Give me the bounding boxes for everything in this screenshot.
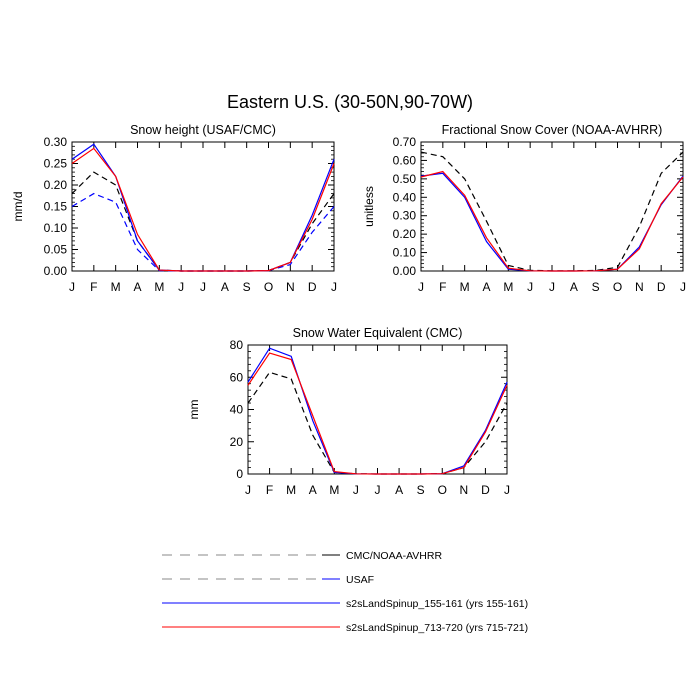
x-tick-label: D — [657, 280, 666, 294]
x-tick-label: J — [353, 483, 359, 497]
x-tick-label: M — [154, 280, 164, 294]
legend-item: s2sLandSpinup_713-720 (yrs 715-721) — [162, 622, 528, 634]
x-tick-label: M — [111, 280, 121, 294]
y-tick-label: 0.60 — [393, 153, 417, 167]
panel-title: Fractional Snow Cover (NOAA-AVHRR) — [442, 123, 663, 137]
x-tick-label: A — [133, 280, 141, 294]
x-tick-label: J — [69, 280, 75, 294]
y-tick-label: 40 — [230, 403, 244, 417]
x-tick-label: M — [503, 280, 513, 294]
y-tick-label: 0.10 — [393, 246, 417, 260]
y-tick-label: 0.00 — [44, 264, 68, 278]
x-tick-label: J — [418, 280, 424, 294]
x-tick-label: A — [221, 280, 229, 294]
x-tick-label: O — [613, 280, 622, 294]
series-line — [247, 347, 508, 475]
legend: CMC/NOAA-AVHRR USAF s2sLandSpinup_155-161 … — [162, 550, 528, 634]
y-tick-label: 0.70 — [393, 135, 417, 149]
x-tick-label: N — [459, 483, 468, 497]
x-tick-label: O — [264, 280, 273, 294]
plot-frame — [420, 141, 684, 272]
x-tick-label: J — [331, 280, 337, 294]
x-tick-label: D — [308, 280, 317, 294]
y-tick-label: 0.10 — [44, 221, 68, 235]
x-tick-label: F — [90, 280, 97, 294]
y-tick-label: 0.40 — [393, 190, 417, 204]
y-axis-label: unitless — [362, 186, 376, 227]
x-tick-label: J — [504, 483, 510, 497]
y-tick-label: 0.00 — [393, 264, 417, 278]
x-tick-label: M — [460, 280, 470, 294]
series-line — [420, 151, 684, 272]
y-tick-label: 20 — [230, 435, 244, 449]
x-tick-label: S — [592, 280, 600, 294]
chart-panels: Snow height (USAF/CMC) mm/d 0.00 0.05 0.10 0.… — [11, 123, 686, 497]
x-tick-label: M — [329, 483, 339, 497]
series-line — [247, 352, 508, 475]
x-tick-label: J — [680, 280, 686, 294]
y-tick-label: 0 — [236, 467, 243, 481]
y-tick-label: 0.20 — [393, 227, 417, 241]
x-tick-label: S — [417, 483, 425, 497]
x-tick-label: J — [527, 280, 533, 294]
series-line — [71, 143, 335, 272]
panel-title: Snow height (USAF/CMC) — [130, 123, 276, 137]
x-tick-label: J — [200, 280, 206, 294]
series-line — [71, 171, 335, 272]
x-tick-label: F — [439, 280, 446, 294]
x-tick-label: D — [481, 483, 490, 497]
chart-panel-1: Snow height (USAF/CMC) mm/d 0.00 0.05 0.10 0.… — [11, 123, 337, 294]
series-line — [420, 172, 684, 272]
y-tick-label: 0.20 — [44, 178, 68, 192]
y-tick-label: 80 — [230, 338, 244, 352]
x-tick-label: J — [245, 483, 251, 497]
x-tick-label: A — [309, 483, 317, 497]
y-tick-label: 0.15 — [44, 200, 68, 214]
x-tick-label: A — [482, 280, 490, 294]
legend-label: s2sLandSpinup_713-720 (yrs 715-721) — [346, 622, 528, 634]
legend-item: USAF — [162, 574, 374, 586]
legend-label: CMC/NOAA-AVHRR — [346, 550, 442, 562]
series-line — [420, 170, 684, 272]
x-tick-label: N — [286, 280, 295, 294]
x-tick-label: J — [375, 483, 381, 497]
y-tick-label: 0.05 — [44, 243, 68, 257]
x-tick-label: O — [438, 483, 447, 497]
legend-item: CMC/NOAA-AVHRR — [162, 550, 442, 562]
x-tick-label: A — [570, 280, 578, 294]
x-tick-label: N — [635, 280, 644, 294]
legend-label: s2sLandSpinup_155-161 (yrs 155-161) — [346, 598, 528, 610]
panel-title: Snow Water Equivalent (CMC) — [293, 326, 463, 340]
chart-panel-2: Fractional Snow Cover (NOAA-AVHRR) unitle… — [362, 123, 686, 294]
legend-label: USAF — [346, 574, 374, 586]
x-tick-label: F — [266, 483, 273, 497]
chart-panel-3: Snow Water Equivalent (CMC) mm 0 20 40 60 80 J F… — [187, 326, 510, 497]
y-tick-label: 0.25 — [44, 157, 68, 171]
y-axis-label: mm/d — [11, 192, 25, 222]
x-tick-label: J — [549, 280, 555, 294]
legend-item: s2sLandSpinup_155-161 (yrs 155-161) — [162, 598, 528, 610]
x-tick-label: J — [178, 280, 184, 294]
series-line — [71, 147, 335, 272]
figure-title: Eastern U.S. (30-50N,90-70W) — [227, 92, 473, 112]
x-tick-label: S — [243, 280, 251, 294]
y-tick-label: 60 — [230, 370, 244, 384]
x-tick-label: A — [395, 483, 403, 497]
series-line — [71, 192, 335, 272]
y-axis-label: mm — [187, 400, 201, 420]
y-tick-label: 0.50 — [393, 172, 417, 186]
y-tick-label: 0.30 — [393, 209, 417, 223]
x-tick-label: M — [286, 483, 296, 497]
y-tick-label: 0.30 — [44, 135, 68, 149]
plot-frame — [247, 344, 508, 475]
